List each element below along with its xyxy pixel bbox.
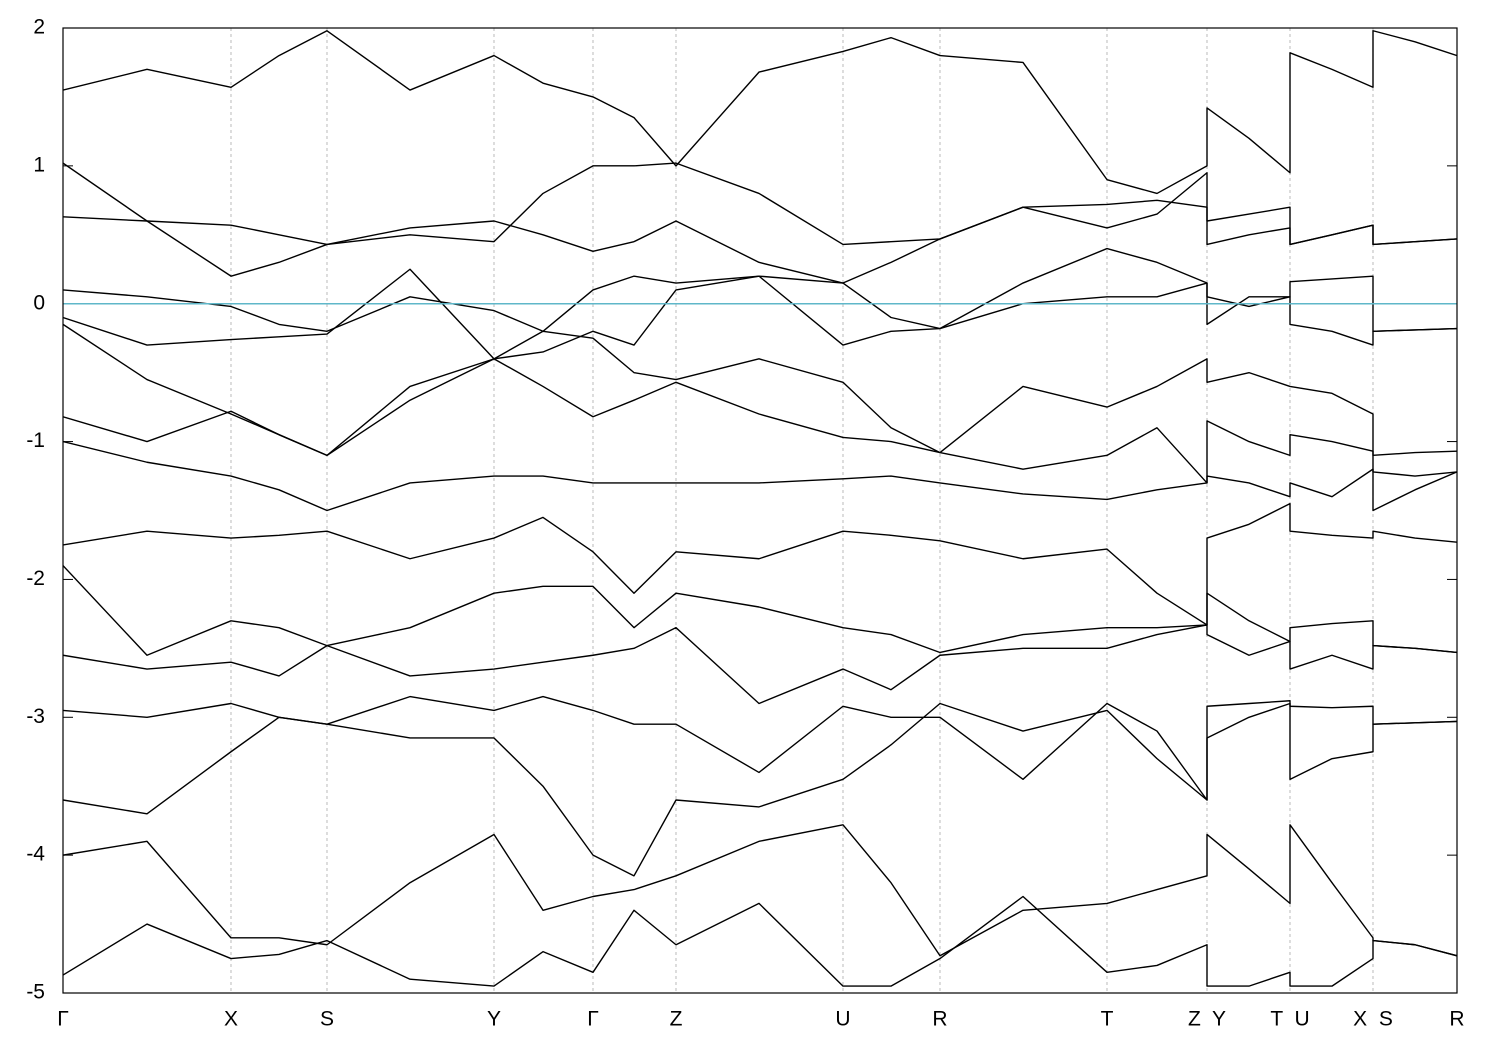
y-tick-label: -3 [26,705,45,728]
x-tick-label: Y [487,1008,501,1031]
y-tick-label: -1 [26,429,45,452]
x-tick-label: X S [1353,1008,1393,1031]
y-tick-label: -5 [26,981,45,1004]
band-line [63,275,1457,457]
band-line [63,358,1457,484]
plot-frame [62,27,1458,994]
y-tick-label: -2 [26,567,45,590]
x-tick-label: S [320,1008,334,1031]
axis-labels: 2 1 0 -1 -2 -3 -4 -5 Γ X S Y Γ Z U R T Z Y T U X S R [26,16,1464,1031]
band-line [63,162,1457,277]
x-tick-label: T U [1270,1008,1309,1031]
band-line [63,199,1457,284]
band-line [63,695,1457,801]
x-tick-label: Z Y [1188,1008,1226,1031]
band-line [63,502,1457,626]
band-line [63,702,1457,877]
grid [62,27,1458,994]
y-tick-label: 1 [33,153,45,176]
x-tick-label: X [224,1008,238,1031]
x-tick-label: Z [670,1008,683,1031]
band-line [63,895,1457,987]
x-tick-label: R [1449,1008,1464,1031]
band-line [63,565,1457,656]
band-line [63,30,1457,195]
band-line [63,268,1457,457]
y-tick-label: 2 [33,16,45,39]
plot-area [63,30,1457,987]
band-line [63,824,1457,957]
x-tick-label: Γ [57,1008,69,1031]
x-tick-label: T [1101,1008,1114,1031]
band-line [63,624,1457,705]
x-tick-label: R [932,1008,947,1031]
y-tick-label: 0 [33,291,45,314]
band-line [63,247,1457,346]
x-tick-label: U [835,1008,850,1031]
x-tick-label: Γ [587,1008,599,1031]
band-line [63,440,1457,512]
y-tick-label: -4 [26,843,45,866]
